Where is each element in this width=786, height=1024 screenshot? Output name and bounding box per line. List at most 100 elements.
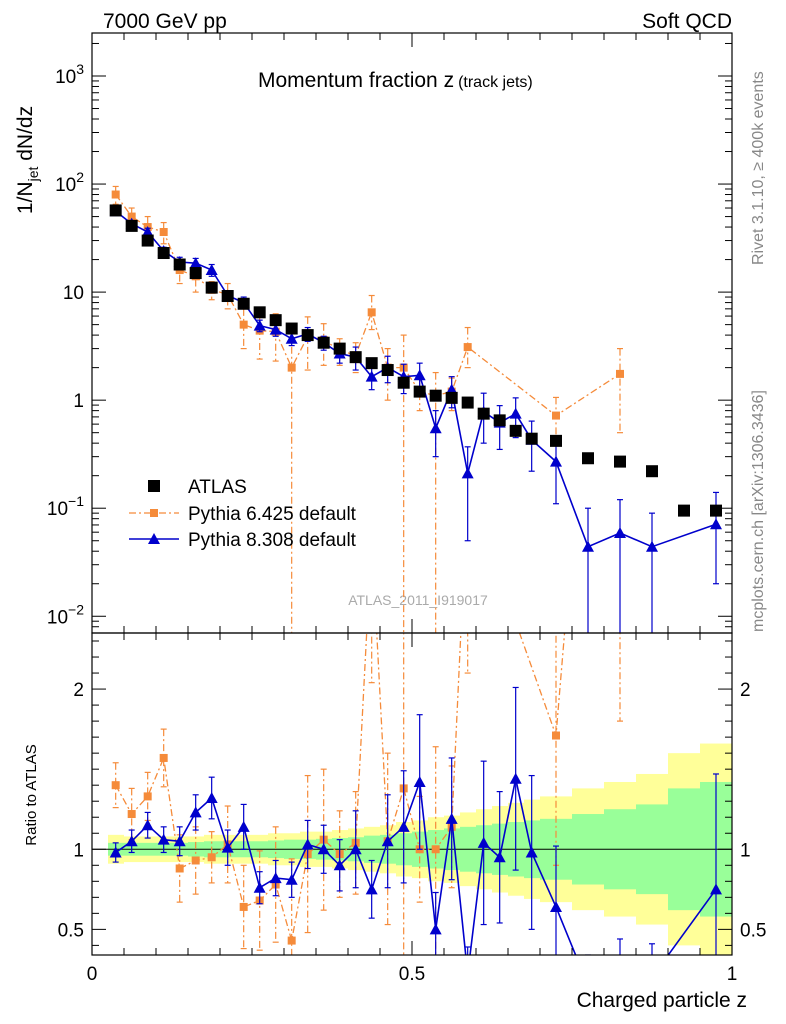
ratio-pythia6-point [207,853,216,862]
x-axis-label: Charged particle z [577,989,747,1012]
ratio-pythia8-point [413,775,426,787]
top-pythia8-point [365,370,378,382]
data-point [582,452,594,465]
top-ytick-label: 102 [55,169,84,196]
ratio-panel: Ratio to ATLAS Charged particle z [23,744,747,1012]
xtick-label: 1 [727,964,738,985]
ratio-pythia8-point [141,819,154,831]
ratio-pythia8-point [157,833,170,845]
ratio-pythia6-point [552,731,560,740]
data-point [493,414,506,427]
legend-item: ATLAS [148,477,247,498]
data-point [550,434,562,447]
top-pythia8-point [461,467,474,479]
top-pythia6-point [463,343,472,352]
top-ytick-label: 10 [63,283,84,304]
distribution-panel: Momentum fraction z (track jets) ATLAS_20… [14,69,533,608]
top-pythia8-point [509,407,522,419]
ratio-pythia8-point [269,872,282,884]
ratio-pythia8-point [381,835,394,847]
header-process: Soft QCD [642,10,732,33]
ratio-pythia8-point [125,835,138,847]
legend-label: ATLAS [188,477,247,498]
top-pythia6-point [552,411,560,420]
top-pythia6-point [127,212,136,221]
top-pythia8-point [582,540,594,552]
ratio-pythia8-point [173,835,186,847]
top-pythia8-point [710,518,722,530]
data-point [445,391,458,404]
ratio-pythia8-point [301,838,314,850]
ratio-pythia6-point [191,856,200,865]
top-series [109,204,722,517]
data-point [365,357,378,370]
ratio-axis-label: Ratio to ATLAS [23,744,40,845]
ratio-pythia8-point [189,806,202,818]
ratio-pythia8-point [550,900,562,912]
data-point [525,432,538,445]
mcplots-label: mcplots.cern.ch [arXiv:1306.3436] [750,390,767,632]
data-point [141,234,154,247]
top-pythia8-point [189,257,202,269]
top-pythia8-point [413,369,426,381]
top-line [115,194,621,417]
data-point [253,306,266,319]
top-pythia6-point [367,308,376,317]
xtick-label: 0 [87,964,98,985]
data-point [237,297,250,310]
top-ytick-label: 1 [73,391,84,412]
data-point [269,314,282,327]
ratio-line [115,778,717,955]
ratio-pythia8-point [365,883,378,895]
top-pythia6-point [159,227,168,236]
ratio-pythia8-point [445,812,458,824]
ratio-pythia8-point [477,836,490,848]
ratio-pythia6-point [368,533,376,541]
data-point [317,336,330,349]
data-point [710,504,722,517]
ratio-pythia8-point [525,846,538,858]
data-point [509,424,522,437]
top-pythia8-point [646,540,658,552]
data-point [125,219,138,232]
ratio-pythia8-point [237,820,250,832]
ratio-pythia8-point [317,843,330,855]
ratio-pythia6-point [127,810,136,819]
ratio-ytick-label: 1 [73,840,84,861]
ratio-pythia8-point [493,851,506,863]
top-ytick-label: 10−1 [47,493,84,520]
data-point [221,290,234,303]
top-pythia8-point [141,225,154,237]
ratio-ytick-label-right: 2 [740,680,751,701]
ratio-pythia8-point [429,923,442,935]
data-point [189,267,202,280]
ratio-pythia8-point [710,883,722,895]
ratio-pythia8-point [397,820,410,832]
data-point [173,258,186,271]
data-point [333,342,346,355]
ratio-pythia6-point [111,781,120,790]
data-point [614,455,626,468]
top-pythia8-point [614,526,626,538]
top-series [111,185,624,633]
ratio-ytick-label-right: 0.5 [740,920,766,941]
data-point [461,396,474,409]
data-point [285,322,298,335]
top-pythia6-point [239,320,248,329]
ratio-ytick-label: 0.5 [58,920,84,941]
ratio-pythia8-point [253,881,266,893]
data-point [157,247,170,260]
ratio-pythia6-point [431,845,440,854]
ratio-series [109,686,722,955]
ratio-pythia8-point [509,772,522,784]
ratio-pythia6-point [143,792,152,801]
top-pythia6-point [287,363,296,372]
data-point [477,407,490,420]
legend-item: Pythia 8.308 default [129,530,357,551]
data-point [381,364,394,377]
legend-marker-triangle [148,533,160,544]
data-point [646,465,658,478]
ratio-pythia8-point [109,846,122,858]
data-point [301,329,314,342]
y-axis-label: 1/Njet dN/dz [14,106,41,214]
